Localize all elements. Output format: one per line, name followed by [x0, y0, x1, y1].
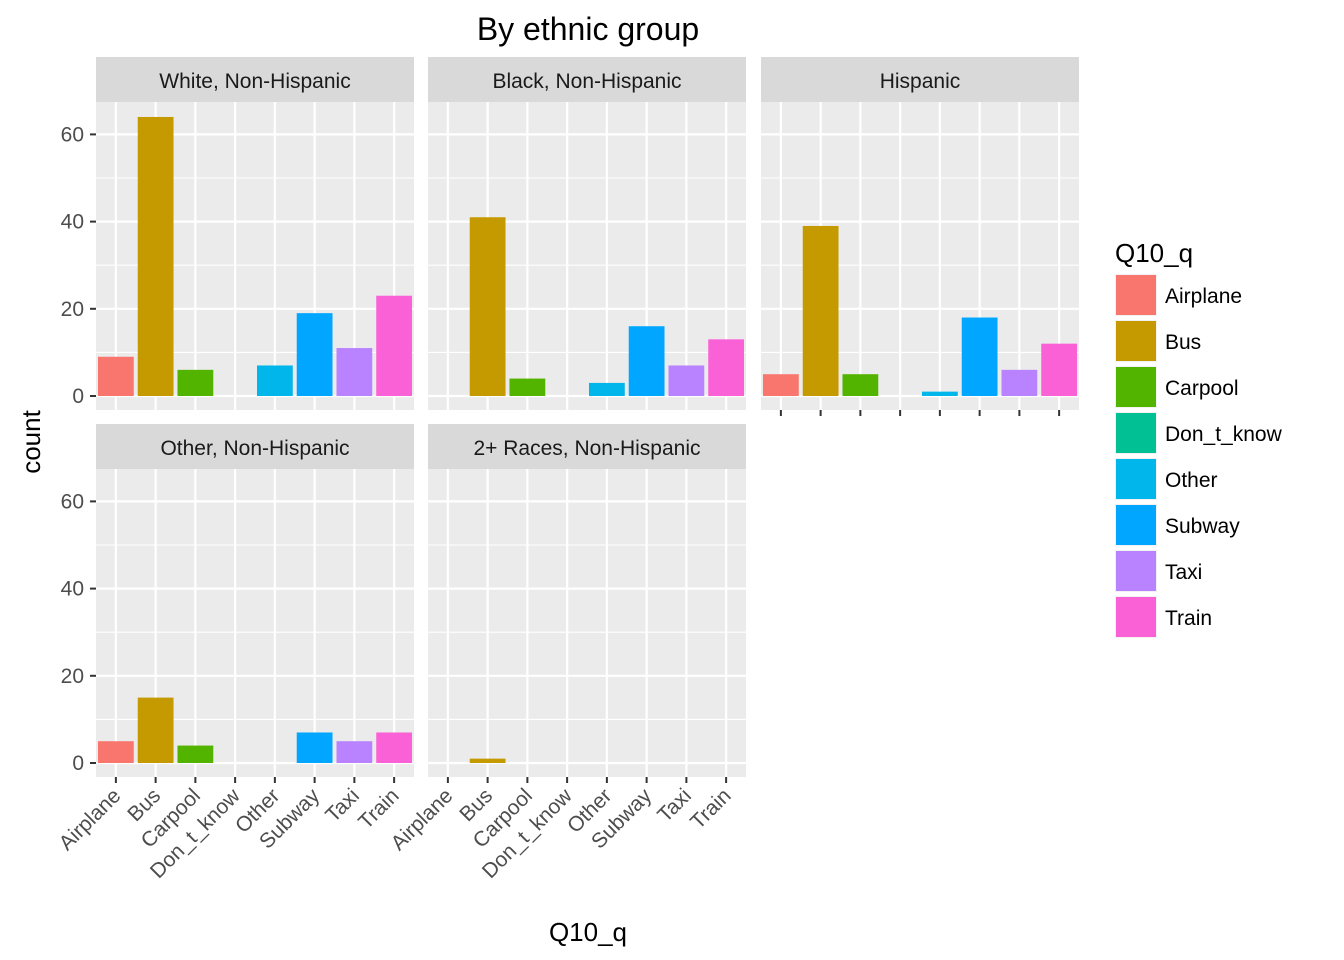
bar-taxi	[668, 365, 705, 396]
bar-airplane	[97, 741, 134, 763]
legend-label: Train	[1165, 607, 1212, 630]
bar-subway	[961, 317, 998, 396]
legend: Q10_q Airplane Bus Carpool Don_t_know Other S…	[1115, 238, 1283, 638]
facet-black-non-hispanic: Black, Non-Hispanic	[428, 57, 746, 410]
legend-item-other: Other	[1115, 458, 1218, 500]
legend-key-swatch	[1116, 413, 1156, 453]
bar-bus	[469, 217, 506, 396]
bar-subway	[296, 313, 333, 396]
facet-strip-label: Other, Non-Hispanic	[160, 437, 349, 460]
legend-label: Bus	[1165, 331, 1201, 354]
bar-carpool	[177, 369, 214, 396]
facet-strip	[96, 424, 414, 469]
bar-bus	[469, 758, 506, 763]
facet-white-non-hispanic: White, Non-Hispanic 0 20 40 60	[61, 57, 414, 410]
x-tick-label: Train	[354, 784, 404, 834]
panel-background	[428, 469, 746, 777]
facet-strip	[96, 57, 414, 102]
bar-taxi	[336, 741, 373, 763]
facet-strip-label: White, Non-Hispanic	[159, 70, 350, 93]
legend-item-train: Train	[1115, 596, 1212, 638]
legend-key-swatch	[1116, 505, 1156, 545]
x-tick-label: Airplane	[55, 784, 126, 855]
facet-strip-label: Black, Non-Hispanic	[492, 70, 681, 93]
facet-strip-label: 2+ Races, Non-Hispanic	[473, 437, 700, 460]
x-axis-title: Q10_q	[549, 917, 627, 947]
bar-other	[256, 365, 293, 396]
y-axis-title: count	[16, 409, 46, 473]
facet-panels: White, Non-Hispanic 0 20 40 60 Black, Non-His…	[55, 57, 1079, 883]
x-tick-label: Train	[686, 784, 736, 834]
legend-item-carpool: Carpool	[1115, 366, 1239, 408]
y-tick-label: 20	[61, 298, 84, 321]
legend-label: Taxi	[1165, 561, 1202, 584]
facet-hispanic: Hispanic	[761, 57, 1079, 416]
legend-item-don-t-know: Don_t_know	[1115, 412, 1283, 454]
bar-airplane	[762, 374, 799, 396]
bar-carpool	[509, 378, 546, 396]
facet-2-races-non-hispanic: 2+ Races, Non-HispanicAirplaneBusCarpool…	[387, 424, 746, 883]
legend-key-swatch	[1116, 367, 1156, 407]
bar-train	[1041, 343, 1078, 396]
bar-train	[376, 732, 413, 763]
bar-train	[376, 295, 413, 396]
bar-bus	[802, 225, 839, 396]
y-tick-label: 40	[61, 211, 84, 234]
bar-taxi	[336, 348, 373, 396]
bar-other	[588, 382, 625, 396]
legend-item-bus: Bus	[1115, 320, 1201, 362]
legend-label: Carpool	[1165, 377, 1239, 400]
y-tick-label: 40	[61, 578, 84, 601]
legend-key-swatch	[1116, 551, 1156, 591]
bar-carpool	[842, 374, 879, 396]
bar-subway	[628, 326, 665, 396]
y-tick-label: 60	[61, 490, 84, 513]
facet-other-non-hispanic: Other, Non-Hispanic0204060AirplaneBusCar…	[55, 424, 414, 883]
chart-title: By ethnic group	[477, 11, 699, 47]
y-tick-label: 20	[61, 665, 84, 688]
facet-strip	[428, 57, 746, 102]
facet-strip	[428, 424, 746, 469]
bar-train	[708, 339, 745, 396]
bar-airplane	[97, 356, 134, 396]
legend-key-swatch	[1116, 597, 1156, 637]
legend-key-swatch	[1116, 459, 1156, 499]
legend-key-swatch	[1116, 321, 1156, 361]
legend-label: Airplane	[1165, 285, 1242, 308]
bar-other	[921, 391, 958, 396]
legend-label: Don_t_know	[1165, 423, 1283, 446]
legend-item-subway: Subway	[1115, 504, 1240, 546]
legend-key-swatch	[1116, 275, 1156, 315]
bar-bus	[137, 697, 174, 763]
y-tick-label: 60	[61, 123, 84, 146]
legend-item-taxi: Taxi	[1115, 550, 1202, 592]
facet-strip-label: Hispanic	[880, 70, 961, 93]
bar-bus	[137, 116, 174, 397]
legend-title: Q10_q	[1115, 238, 1193, 268]
legend-label: Other	[1165, 469, 1218, 492]
facet-strip	[761, 57, 1079, 102]
y-tick-label: 0	[72, 385, 84, 408]
bar-subway	[296, 732, 333, 763]
bar-taxi	[1001, 369, 1038, 396]
y-tick-label: 0	[72, 752, 84, 775]
legend-label: Subway	[1165, 515, 1240, 538]
legend-item-airplane: Airplane	[1115, 274, 1242, 316]
bar-carpool	[177, 745, 214, 763]
